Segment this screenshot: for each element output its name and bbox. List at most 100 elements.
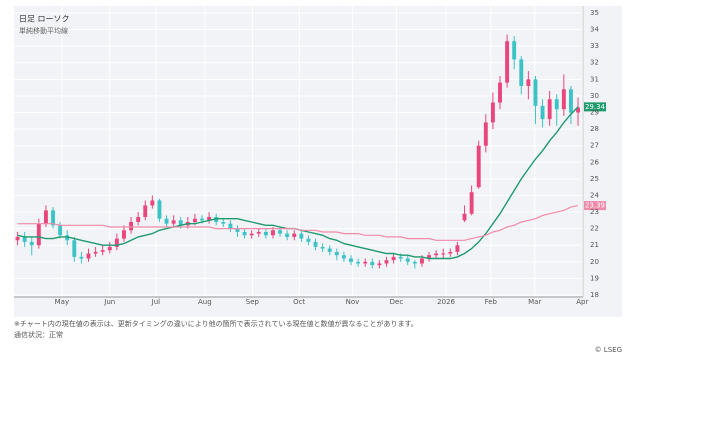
x-tick-label: Aug	[198, 298, 212, 306]
candle-body	[512, 41, 517, 60]
y-tick-label: 18	[590, 291, 599, 299]
chart-subtitle: 単純移動平均線	[19, 26, 68, 35]
x-tick-label: Feb	[485, 298, 498, 306]
candle-body	[356, 261, 361, 264]
candle-body	[22, 236, 27, 242]
candle-body	[561, 89, 566, 110]
y-tick-label: 23	[590, 208, 599, 216]
y-tick-label: 25	[590, 175, 599, 183]
candle-body	[36, 223, 41, 246]
candle-body	[86, 253, 91, 259]
last-value-label: 29.34	[585, 103, 606, 111]
candle-body	[519, 59, 524, 86]
y-tick-label: 35	[590, 9, 599, 17]
candle-body	[43, 210, 48, 224]
candle-body	[412, 261, 417, 264]
x-tick-label: Nov	[346, 298, 360, 306]
candle-body	[29, 241, 34, 246]
candle-body	[334, 251, 339, 256]
candle-body	[271, 230, 275, 236]
candle-body	[419, 258, 424, 264]
candle-body	[79, 256, 84, 259]
candle-body	[171, 220, 176, 224]
y-tick-label: 32	[590, 59, 599, 67]
y-tick-label: 34	[590, 26, 599, 34]
last-value-box	[584, 201, 606, 211]
x-tick-label: Sep	[246, 298, 260, 306]
last-value-label: 23.39	[585, 202, 605, 210]
candle-body	[72, 240, 77, 257]
candle-body	[256, 231, 261, 234]
candle-body	[292, 233, 297, 237]
candle-body	[150, 200, 155, 206]
candle-body	[349, 258, 353, 262]
candle-body	[363, 261, 368, 264]
y-tick-label: 22	[590, 225, 599, 233]
y-tick-label: 21	[590, 241, 599, 249]
source: © LSEG	[595, 346, 622, 354]
last-value-box	[584, 102, 606, 112]
candle-body	[462, 213, 467, 221]
candle-body	[483, 122, 488, 146]
note: ※チャート内の現在値の表示は、更新タイミングの違いにより他の箇所で表示されている…	[14, 319, 418, 328]
candle-body	[384, 260, 389, 264]
candle-body	[249, 233, 254, 236]
candle-body	[505, 41, 510, 83]
y-tick-label: 19	[590, 274, 599, 282]
candle-body	[100, 250, 105, 252]
candle-body	[136, 217, 141, 223]
candle-body	[157, 200, 162, 219]
candle-body	[455, 245, 460, 252]
candle-body	[568, 89, 573, 113]
candle-body	[490, 102, 495, 123]
candle-body	[540, 105, 545, 120]
x-tick-label: Dec	[390, 298, 404, 306]
x-tick-label: Jul	[151, 298, 161, 306]
candle-body	[285, 233, 290, 237]
y-tick-label: 29	[590, 109, 599, 117]
y-tick-label: 28	[590, 125, 599, 133]
moving-average-line	[17, 205, 579, 241]
candle-body	[192, 218, 197, 223]
candle-body	[313, 241, 318, 247]
candle-body	[341, 255, 346, 259]
candle-body	[498, 82, 502, 103]
candle-body	[242, 231, 247, 236]
candle-body	[526, 79, 531, 86]
candle-body	[235, 228, 240, 232]
candle-body	[178, 220, 183, 226]
candle-body	[398, 256, 403, 259]
candle-body	[434, 253, 439, 256]
candle-body	[278, 230, 283, 234]
y-tick-label: 26	[590, 158, 599, 166]
candle-body	[214, 217, 219, 223]
candle-body	[554, 99, 559, 110]
x-tick-label: Mar	[528, 298, 541, 306]
y-tick-label: 33	[590, 42, 599, 50]
y-tick-label: 30	[590, 92, 599, 100]
plot-background	[14, 6, 622, 317]
candle-body	[200, 218, 204, 221]
candle-body	[228, 223, 233, 229]
candle-body	[427, 255, 431, 259]
candle-body	[114, 238, 119, 247]
candle-body	[448, 251, 453, 254]
candle-body	[533, 79, 538, 106]
candle-body	[58, 225, 63, 236]
chart-title: 日足 ローソク	[19, 15, 70, 24]
x-tick-label: Apr	[576, 298, 588, 306]
candle-body	[576, 107, 580, 113]
candle-body	[476, 145, 481, 188]
note: 通信状況：正常	[14, 330, 63, 339]
candle-body	[51, 210, 55, 226]
candle-body	[299, 233, 304, 239]
candle-body	[391, 256, 396, 261]
x-tick-label: Oct	[293, 298, 305, 306]
candle-body	[320, 246, 325, 249]
candle-body	[405, 258, 410, 262]
candle-body	[164, 218, 169, 224]
y-tick-label: 27	[590, 142, 599, 150]
candle-body	[441, 253, 446, 255]
y-tick-label: 24	[590, 191, 599, 199]
candle-body	[469, 192, 474, 214]
